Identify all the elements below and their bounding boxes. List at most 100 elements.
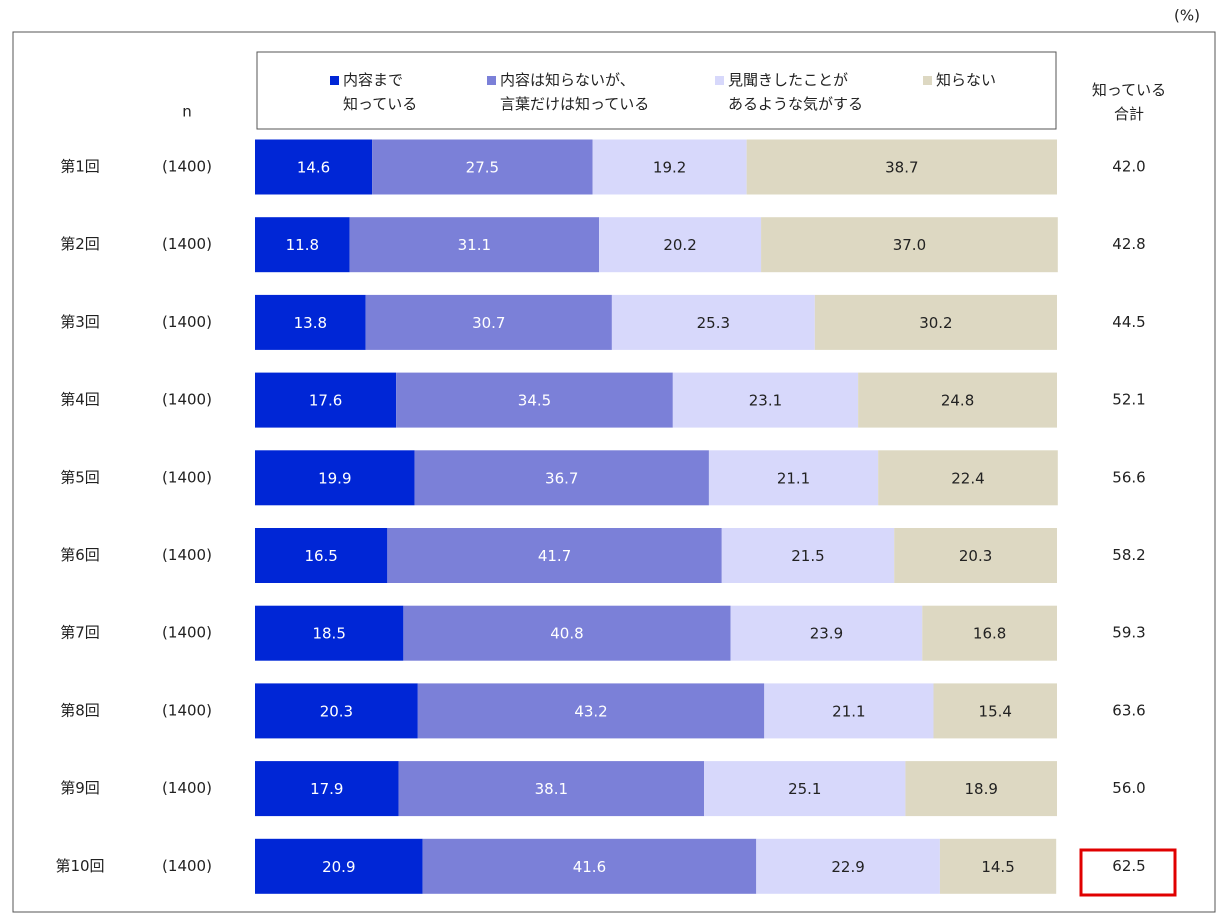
total-header: 知っている 合計: [1091, 81, 1167, 123]
bar-segment: [730, 605, 923, 661]
n-label: (1400): [162, 235, 212, 253]
bar-segment: [922, 605, 1057, 661]
legend-swatch: [923, 76, 932, 85]
frame: [12, 31, 1216, 913]
value-label: 34.5: [518, 392, 551, 410]
value-label: 40.8: [550, 625, 583, 643]
total-label: 42.8: [1112, 235, 1145, 253]
bar-segment: [349, 217, 600, 273]
bar-segment: [894, 528, 1057, 583]
n-label: (1400): [162, 779, 212, 797]
value-label: 23.1: [749, 392, 782, 410]
value-label: 41.7: [538, 547, 571, 565]
bar-segment: [255, 605, 404, 661]
value-label: 36.7: [545, 469, 578, 487]
bar-segment: [878, 450, 1058, 506]
value-label: 14.5: [981, 858, 1014, 876]
bar-segment: [746, 139, 1057, 195]
legend-label: 見聞きしたことが あるような気がする: [728, 71, 864, 113]
highlight-box: [1079, 848, 1177, 897]
bar-segment: [704, 761, 906, 817]
value-label: 22.9: [831, 858, 864, 876]
bar-segment: [414, 450, 709, 506]
value-label: 37.0: [893, 236, 926, 254]
value-label: 18.9: [965, 780, 998, 798]
bar-segment: [708, 450, 879, 506]
legend-label: 内容は知らないが、 言葉だけは知っている: [500, 71, 650, 113]
category-label: 第10回: [55, 857, 104, 875]
bar-segment: [396, 372, 673, 428]
value-label: 27.5: [466, 159, 499, 177]
value-label: 19.2: [653, 159, 686, 177]
value-label: 21.5: [791, 547, 824, 565]
value-label: 20.2: [663, 236, 696, 254]
value-label: 41.6: [573, 858, 606, 876]
category-label: 第5回: [60, 468, 100, 486]
legend-swatch: [487, 76, 496, 85]
n-header: n: [182, 103, 192, 121]
bar-segment: [255, 761, 399, 817]
category-label: 第3回: [60, 313, 100, 331]
bar-segment: [403, 605, 731, 661]
legend-swatch: [715, 76, 724, 85]
bar-segment: [255, 838, 423, 894]
total-label: 58.2: [1112, 546, 1145, 564]
value-label: 17.9: [310, 780, 343, 798]
bar-segment: [372, 139, 593, 195]
value-label: 20.3: [959, 547, 992, 565]
bar-segment: [255, 217, 350, 273]
bar-segment: [721, 528, 895, 583]
value-label: 38.7: [885, 159, 918, 177]
value-label: 43.2: [574, 702, 607, 720]
n-label: (1400): [162, 701, 212, 719]
category-label: 第8回: [60, 701, 100, 719]
n-label: (1400): [162, 391, 212, 409]
bar-segment: [756, 838, 940, 894]
legend-label: 知らない: [936, 71, 997, 89]
value-label: 23.9: [810, 625, 843, 643]
total-label: 44.5: [1112, 313, 1145, 331]
bar-segment: [255, 528, 388, 583]
legend-swatch: [330, 76, 339, 85]
unit-label: (%): [1174, 7, 1200, 25]
value-label: 14.6: [297, 159, 330, 177]
n-label: (1400): [162, 158, 212, 176]
value-label: 25.1: [788, 780, 821, 798]
bar-segment: [814, 294, 1057, 350]
bar-segment: [764, 683, 934, 739]
legend-box: [256, 51, 1057, 130]
total-label: 59.3: [1112, 624, 1145, 642]
value-label: 20.9: [322, 858, 355, 876]
bar-segment: [365, 294, 612, 350]
category-label: 第9回: [60, 779, 100, 797]
value-label: 30.7: [472, 314, 505, 332]
category-label: 第2回: [60, 235, 100, 253]
value-label: 19.9: [318, 469, 351, 487]
category-label: 第6回: [60, 546, 100, 564]
total-label: 62.5: [1112, 857, 1145, 875]
value-label: 16.8: [973, 625, 1006, 643]
bar-segment: [672, 372, 859, 428]
value-label: 22.4: [951, 469, 984, 487]
legend-label: 内容まで 知っている: [343, 71, 418, 113]
bar-segment: [255, 294, 366, 350]
value-label: 16.5: [304, 547, 337, 565]
bar-segment: [933, 683, 1057, 739]
bar-segment: [255, 372, 397, 428]
value-label: 15.4: [979, 702, 1012, 720]
bar-segment: [398, 761, 705, 817]
value-label: 25.3: [697, 314, 730, 332]
n-label: (1400): [162, 624, 212, 642]
value-label: 11.8: [286, 236, 319, 254]
value-label: 38.1: [535, 780, 568, 798]
bar-segment: [611, 294, 815, 350]
n-label: (1400): [162, 313, 212, 331]
value-label: 13.8: [294, 314, 327, 332]
bar-segment: [761, 217, 1058, 273]
total-label: 56.6: [1112, 468, 1145, 486]
bar-segment: [599, 217, 762, 273]
n-label: (1400): [162, 857, 212, 875]
bar-segment: [255, 450, 415, 506]
